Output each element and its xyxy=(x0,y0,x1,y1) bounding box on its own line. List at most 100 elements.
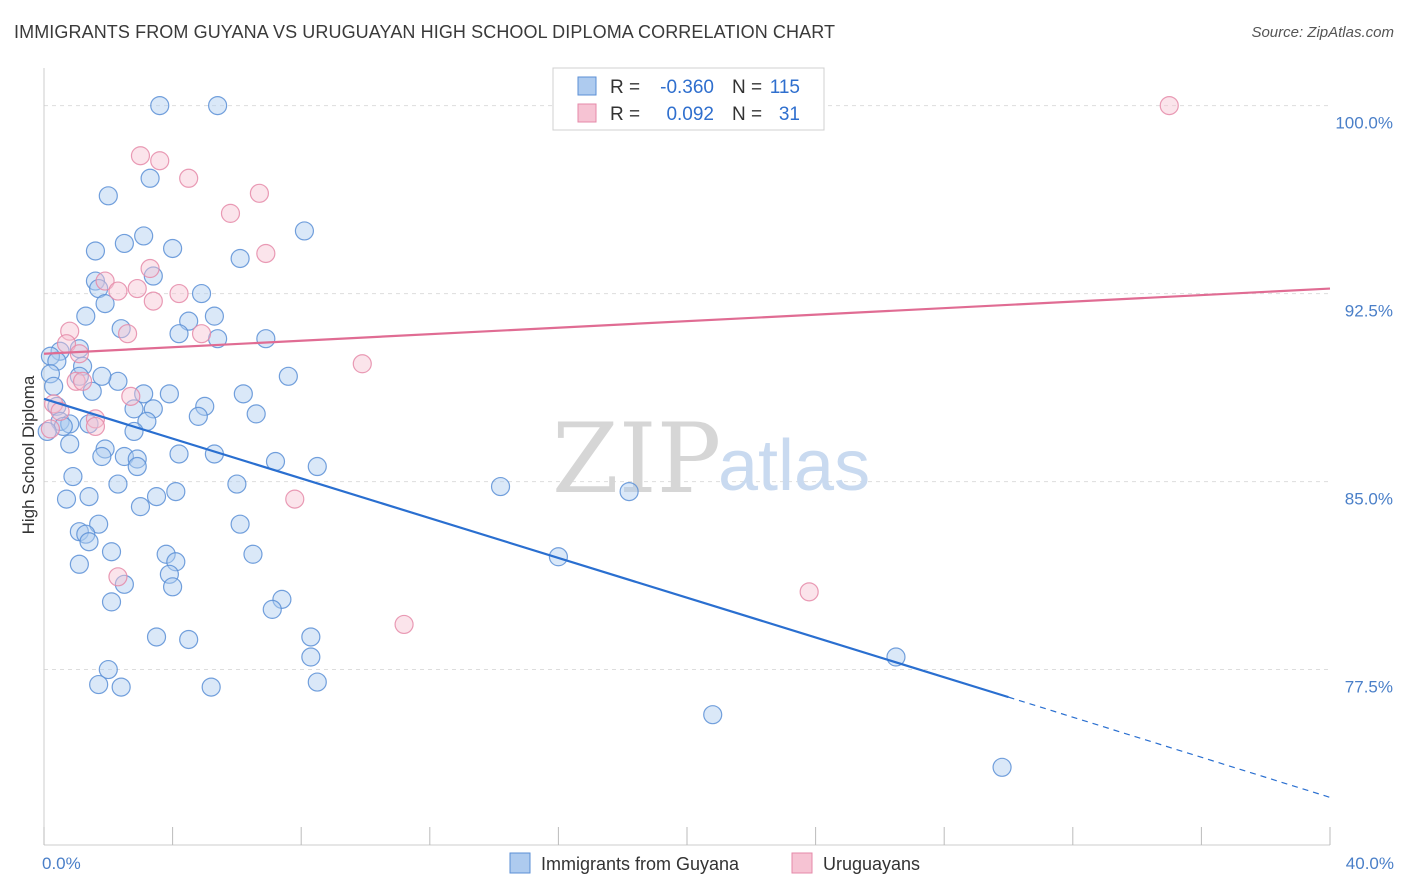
guyana-point-21 xyxy=(256,329,276,349)
legend-r-value-uruguayans: 0.092 xyxy=(666,104,714,125)
guyana-point-61 xyxy=(166,481,186,502)
bottom-legend-label-guyana: Immigrants from Guyana xyxy=(541,854,740,874)
guyana-point-41 xyxy=(188,406,208,426)
uruguayans-point-27 xyxy=(108,567,128,587)
guyana-point-57 xyxy=(127,456,147,477)
guyana-point-67 xyxy=(79,487,99,507)
guyana-point-98 xyxy=(37,421,57,442)
watermark-atlas: atlas xyxy=(718,426,870,506)
guyana-point-54 xyxy=(169,444,189,464)
legend-n-value-guyana: 115 xyxy=(770,77,800,98)
uruguayans-point-3 xyxy=(179,168,199,188)
guyana-point-39 xyxy=(143,399,163,419)
guyana-point-7 xyxy=(85,241,106,261)
guyana-point-30 xyxy=(278,366,298,386)
guyana-point-51 xyxy=(92,446,112,467)
y-tick-label-1: 85.0% xyxy=(1345,490,1393,509)
legend-n-value-uruguayans: 31 xyxy=(779,104,800,125)
guyana-point-14 xyxy=(95,294,115,314)
trendlines xyxy=(43,287,1331,798)
guyana-point-88 xyxy=(301,627,321,647)
uruguayans-point-28 xyxy=(799,582,819,602)
guyana-point-13 xyxy=(191,283,212,304)
guyana-point-16 xyxy=(111,319,131,339)
guyana-point-60 xyxy=(108,474,128,494)
uruguayans-point-8 xyxy=(95,271,115,291)
guyana-point-72 xyxy=(79,532,99,552)
legend: R = -0.360 N = 115 R = 0.092 N = 31 xyxy=(552,67,825,131)
guyana-point-42 xyxy=(246,404,266,424)
guyana-point-95 xyxy=(307,672,327,692)
uruguayans-point-12 xyxy=(143,291,163,311)
uruguayans-point-26 xyxy=(285,489,305,509)
guyana-point-65 xyxy=(619,481,639,502)
guyana-point-92 xyxy=(89,674,109,695)
guyana-point-28 xyxy=(108,371,128,391)
guyana-point-4 xyxy=(134,226,154,246)
series-uruguayans-points xyxy=(40,95,1179,635)
legend-swatch-guyana xyxy=(577,76,597,96)
guyana-point-74 xyxy=(101,542,122,562)
bottom-legend: Immigrants from Guyana Uruguayans xyxy=(509,852,920,874)
guyana-point-59 xyxy=(63,466,83,487)
legend-n-label-guyana: N = xyxy=(732,77,762,98)
legend-box xyxy=(552,67,825,131)
guyana-point-77 xyxy=(243,544,263,564)
guyana-point-32 xyxy=(44,376,64,396)
guyana-point-80 xyxy=(159,564,179,584)
uruguayans-point-17 xyxy=(69,344,89,364)
legend-swatch-uruguayans xyxy=(577,103,597,123)
guyana-point-15 xyxy=(76,306,96,326)
guyana-point-49 xyxy=(60,434,80,454)
guyana-point-29 xyxy=(92,366,112,386)
legend-r-value-guyana: -0.360 xyxy=(660,77,714,98)
guyana-point-3 xyxy=(140,168,160,188)
guyana-point-53 xyxy=(127,449,147,469)
uruguayans-point-9 xyxy=(108,281,128,301)
guyana-point-1 xyxy=(208,95,228,116)
uruguayans-point-11 xyxy=(169,283,189,304)
uruguayans-point-5 xyxy=(249,183,270,203)
guyana-point-84 xyxy=(272,589,292,609)
guyana-point-93 xyxy=(111,677,131,697)
uruguayans-point-1 xyxy=(130,146,151,166)
guyana-point-79 xyxy=(69,554,89,574)
uruguayans-point-23 xyxy=(50,401,70,421)
guyana-point-83 xyxy=(101,592,122,612)
guyana-point-96 xyxy=(703,705,723,725)
guyana-point-82 xyxy=(114,574,134,594)
x-tick-labels: 0.0% 40.0% xyxy=(42,854,1394,873)
guyana-point-73 xyxy=(230,514,250,534)
uruguayans-point-4 xyxy=(220,203,241,223)
bottom-legend-label-uruguayans: Uruguayans xyxy=(823,854,920,874)
guyana-point-33 xyxy=(82,381,102,401)
guyana-point-66 xyxy=(56,489,77,509)
guyana-point-64 xyxy=(490,476,511,497)
x-tick-label-0: 0.0% xyxy=(42,854,81,873)
uruguayans-point-2 xyxy=(150,151,170,171)
uruguayans-point-6 xyxy=(256,243,276,264)
guyana-point-81 xyxy=(163,577,183,597)
guyana-point-85 xyxy=(262,599,282,619)
y-tick-label-0: 77.5% xyxy=(1345,678,1393,697)
uruguayans-point-29 xyxy=(394,614,414,635)
guyana-point-5 xyxy=(163,238,183,259)
legend-n-label-uruguayans: N = xyxy=(732,104,762,125)
uruguayans-point-25 xyxy=(85,416,106,437)
uruguayans-point-18 xyxy=(352,354,372,374)
uruguayans-point-30 xyxy=(40,419,61,439)
guyana-point-9 xyxy=(294,221,315,241)
guyana-point-36 xyxy=(233,384,253,404)
bottom-legend-swatch-uruguayans xyxy=(791,852,813,874)
guyana-point-35 xyxy=(159,384,179,404)
guyana-point-91 xyxy=(98,659,118,680)
series-guyana-points xyxy=(37,95,1012,777)
guyana-point-63 xyxy=(227,474,247,494)
uruguayans-point-7 xyxy=(140,258,160,279)
guyana-point-19 xyxy=(169,324,189,344)
guyana-point-69 xyxy=(89,514,109,534)
bottom-legend-swatch-guyana xyxy=(509,852,531,874)
watermark: ZIP atlas xyxy=(552,403,870,515)
legend-r-label-uruguayans: R = xyxy=(610,104,640,125)
